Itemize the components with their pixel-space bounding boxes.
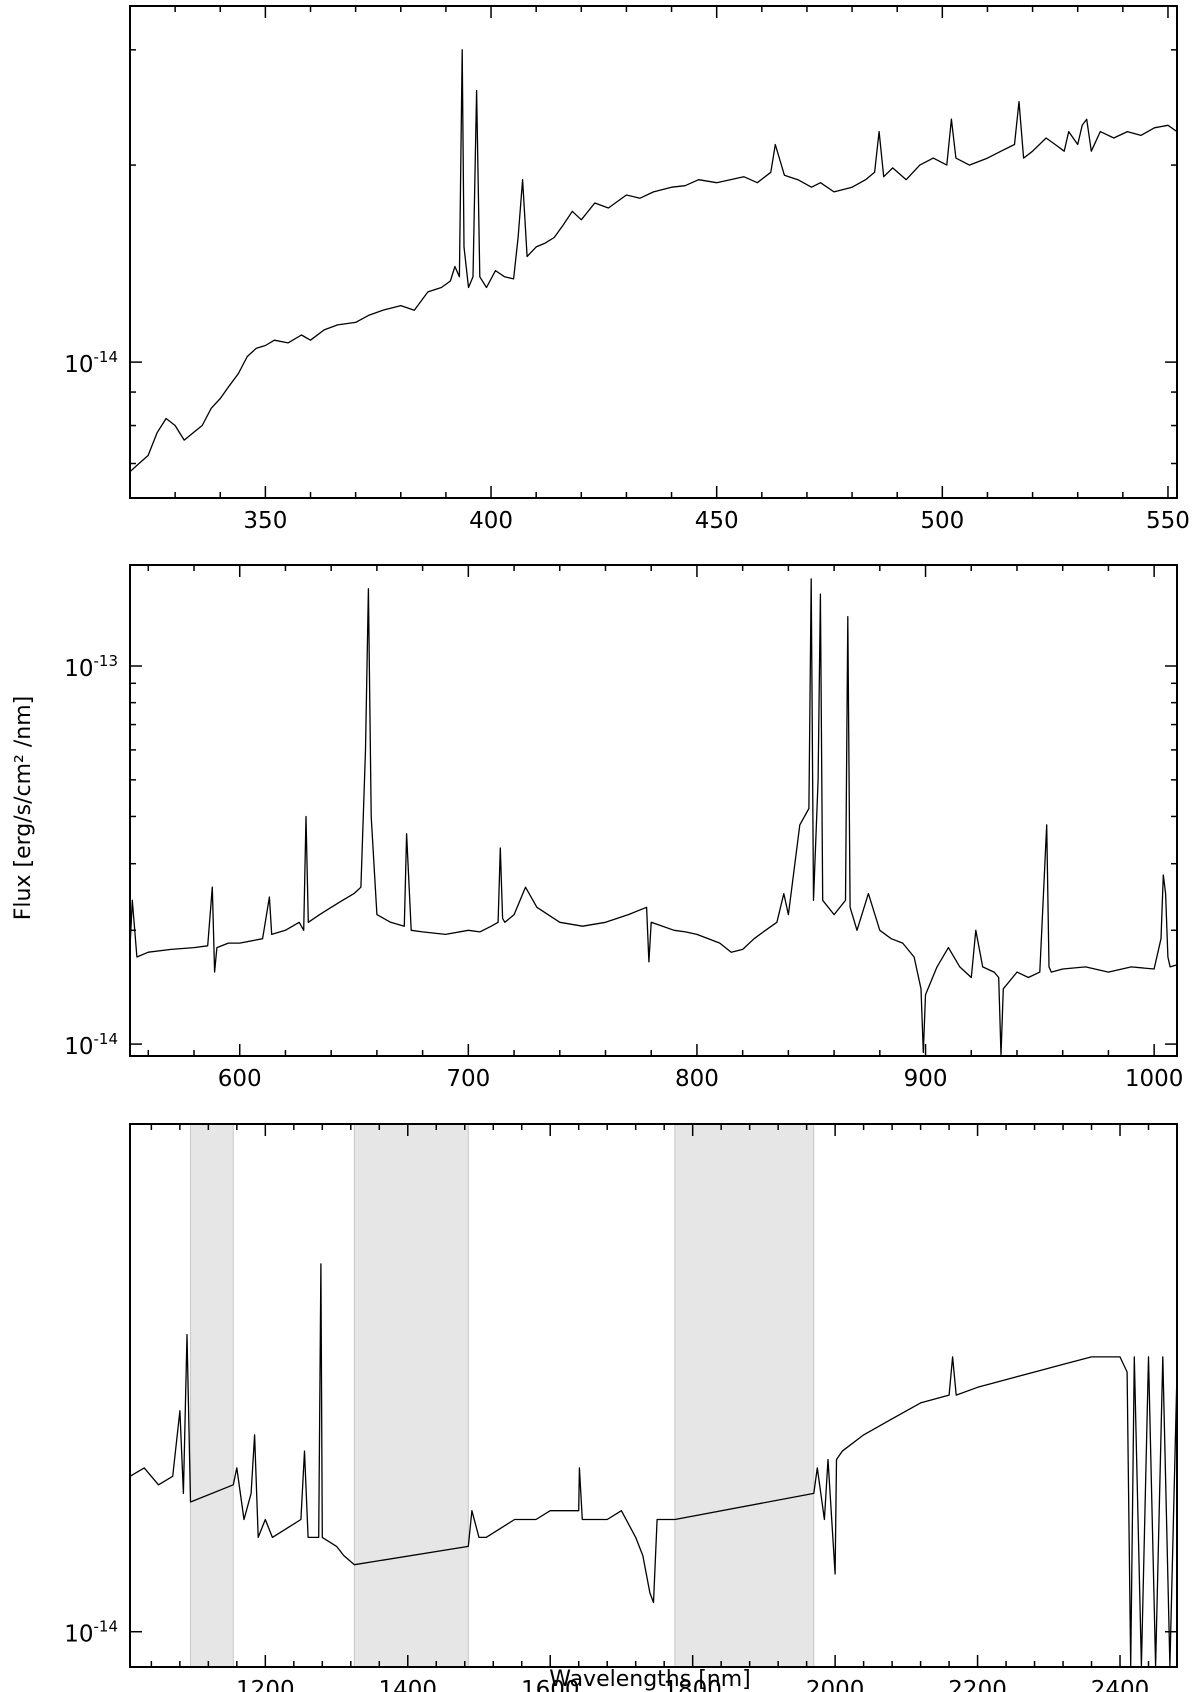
x-tick-label: 2000	[806, 1677, 865, 1692]
panel-top: 350 400 450 500 550 10-14	[64, 5, 1190, 534]
panel-middle: 600 700 800 900 1000 10-14 10-13	[64, 564, 1184, 1092]
y-tick-label: 10-14	[64, 1618, 118, 1648]
x-tick-label: 1200	[236, 1677, 295, 1692]
x-tick-label: 2200	[948, 1677, 1007, 1692]
x-tick-label: 400	[469, 508, 513, 534]
x-tick-label: 550	[1146, 508, 1190, 534]
x-tick-label: 1000	[1125, 1066, 1184, 1092]
x-tick-label: 450	[695, 508, 739, 534]
x-tick-label: 700	[446, 1066, 490, 1092]
y-tick-label: 10-13	[64, 652, 118, 682]
y-axis-label: Flux [erg/s/cm² /nm]	[11, 696, 36, 920]
panel-bottom: 1200 1400 1600 1800 2000 2200 2400 10-14	[64, 1123, 1178, 1692]
x-tick-label: 1600	[521, 1677, 580, 1692]
y-tick-label: 10-14	[64, 348, 118, 378]
x-axis-label: Wavelengths [nm]	[549, 1667, 751, 1692]
spectrum-line	[129, 578, 1178, 1056]
axes-frame	[129, 564, 1178, 1057]
spectrum-line	[129, 1263, 1178, 1667]
excluded-band-0	[190, 1123, 234, 1668]
axes-frame	[129, 1123, 1178, 1668]
x-tick-label: 900	[904, 1066, 948, 1092]
x-tick-label: 600	[218, 1066, 262, 1092]
excluded-band-1	[353, 1123, 469, 1668]
x-tick-label: 350	[243, 508, 287, 534]
excluded-band-2	[674, 1123, 815, 1668]
x-tick-label: 1400	[379, 1677, 438, 1692]
x-tick-label: 800	[675, 1066, 719, 1092]
spectrum-line	[129, 49, 1178, 473]
axes-frame	[129, 5, 1178, 499]
x-tick-label: 500	[920, 508, 964, 534]
y-tick-label: 10-14	[64, 1030, 118, 1060]
x-tick-label: 2400	[1091, 1677, 1150, 1692]
x-tick-label: 1800	[663, 1677, 722, 1692]
